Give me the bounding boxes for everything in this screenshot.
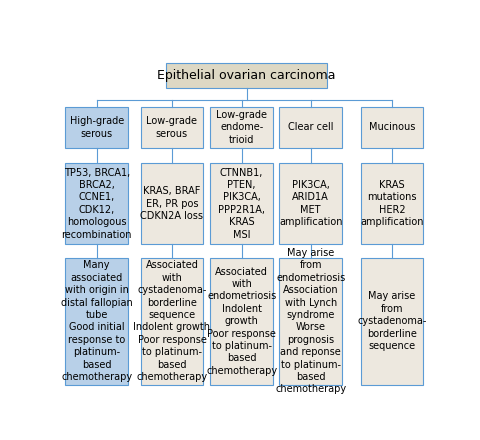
FancyBboxPatch shape	[140, 163, 203, 244]
FancyBboxPatch shape	[65, 107, 128, 148]
Text: Associated
with
cystadenoma-
borderline
sequence
Indolent growth
Poor response
t: Associated with cystadenoma- borderline …	[133, 260, 210, 382]
Text: Epithelial ovarian carcinoma: Epithelial ovarian carcinoma	[157, 69, 335, 82]
Text: Many
associated
with origin in
distal fallopian
tube
Good initial
response to
pl: Many associated with origin in distal fa…	[60, 260, 132, 382]
Text: Low-grade
endome-
trioid: Low-grade endome- trioid	[216, 110, 266, 145]
Text: May arise
from
endometriosis
Association
with Lynch
syndrome
Worse
prognosis
and: May arise from endometriosis Association…	[275, 248, 346, 395]
FancyBboxPatch shape	[166, 63, 326, 88]
FancyBboxPatch shape	[210, 163, 273, 244]
Text: KRAS, BRAF
ER, PR pos
CDKN2A loss: KRAS, BRAF ER, PR pos CDKN2A loss	[140, 186, 203, 221]
Text: TP53, BRCA1,
BRCA2,
CCNE1,
CDK12,
homologous
recombination: TP53, BRCA1, BRCA2, CCNE1, CDK12, homolo…	[61, 168, 132, 239]
FancyBboxPatch shape	[140, 107, 203, 148]
Text: Associated
with
endometriosis
Indolent
growth
Poor response
to platinum-
based
c: Associated with endometriosis Indolent g…	[205, 267, 276, 376]
FancyBboxPatch shape	[65, 163, 128, 244]
FancyBboxPatch shape	[210, 258, 273, 385]
FancyBboxPatch shape	[360, 107, 422, 148]
FancyBboxPatch shape	[279, 163, 341, 244]
FancyBboxPatch shape	[140, 258, 203, 385]
Text: Mucinous: Mucinous	[368, 122, 414, 132]
Text: CTNNB1,
PTEN,
PIK3CA,
PPP2R1A,
KRAS
MSI: CTNNB1, PTEN, PIK3CA, PPP2R1A, KRAS MSI	[218, 168, 264, 239]
Text: Low-grade
serous: Low-grade serous	[146, 116, 197, 139]
FancyBboxPatch shape	[360, 163, 422, 244]
Text: KRAS
mutations
HER2
amplification: KRAS mutations HER2 amplification	[360, 180, 423, 227]
FancyBboxPatch shape	[279, 258, 341, 385]
Text: May arise
from
cystadenoma-
borderline
sequence: May arise from cystadenoma- borderline s…	[357, 291, 426, 351]
FancyBboxPatch shape	[360, 258, 422, 385]
Text: PIK3CA,
ARID1A
MET
amplification: PIK3CA, ARID1A MET amplification	[278, 180, 342, 227]
Text: High-grade
serous: High-grade serous	[70, 116, 123, 139]
FancyBboxPatch shape	[65, 258, 128, 385]
FancyBboxPatch shape	[279, 107, 341, 148]
FancyBboxPatch shape	[210, 107, 273, 148]
Text: Clear cell: Clear cell	[288, 122, 333, 132]
